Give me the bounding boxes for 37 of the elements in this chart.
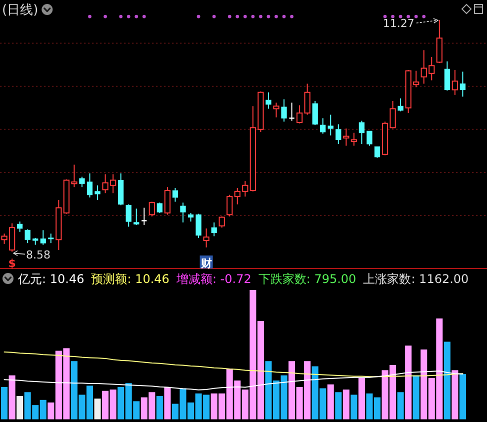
candlestick <box>343 128 350 146</box>
candlestick <box>336 124 342 145</box>
annotation: 11.27 <box>382 17 414 30</box>
bar <box>335 392 342 420</box>
annotation: 8.58 <box>26 248 51 262</box>
text: $ <box>8 257 16 270</box>
text: 财 <box>200 257 212 270</box>
candlestick <box>266 92 272 110</box>
text: 下跌家数: 795.00 <box>258 272 356 286</box>
bar <box>94 398 101 420</box>
bar <box>412 375 420 420</box>
bar <box>342 390 350 420</box>
bar <box>452 370 458 420</box>
bar <box>16 396 24 420</box>
bar <box>405 346 412 420</box>
candlestick <box>86 172 93 198</box>
bar <box>350 394 358 420</box>
text: 预测额: 10.46 <box>91 272 170 286</box>
bar <box>459 374 466 420</box>
candlestick <box>328 114 334 136</box>
bar <box>156 396 163 420</box>
chart-title: (日线) <box>2 3 38 18</box>
bar <box>444 342 450 420</box>
bar <box>1 386 8 420</box>
candlestick <box>94 184 100 201</box>
bar <box>358 378 365 420</box>
text: 亿元: 10.46 <box>17 272 84 286</box>
bar <box>327 384 334 420</box>
candlestick <box>56 200 62 250</box>
candlestick <box>203 228 210 248</box>
bar <box>397 392 404 420</box>
bar <box>164 386 171 420</box>
candlestick <box>460 71 466 98</box>
candlestick <box>48 233 54 244</box>
text: 上涨家数: 1162.00 <box>363 272 469 286</box>
text: 增减额: -0.72 <box>175 272 252 286</box>
bar <box>8 375 16 420</box>
